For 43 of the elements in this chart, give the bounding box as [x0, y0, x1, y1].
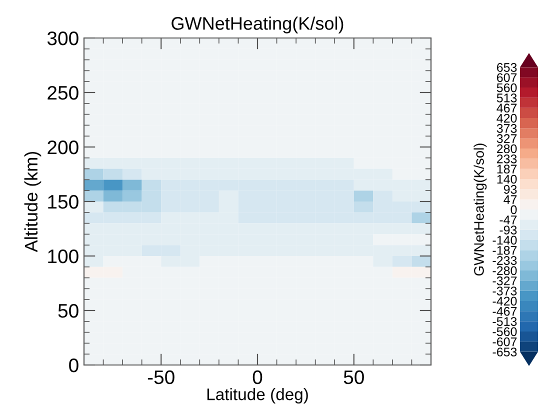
- y-tick-label: 150: [48, 194, 78, 209]
- color-bar-label: 327: [496, 134, 517, 144]
- color-bar-label: -513: [492, 317, 517, 326]
- color-bar-label: -233: [492, 256, 517, 265]
- color-bar-label: -93: [500, 226, 517, 234]
- y-tick-label: 250: [48, 86, 78, 100]
- color-bar-label: 420: [496, 114, 517, 123]
- color-bar-title: GWNetHeating(K/sol): [474, 144, 487, 276]
- y-tick-label: 0: [69, 358, 78, 372]
- color-bar-label: 0: [510, 205, 517, 214]
- chart-title: GWNetHeating(K/sol): [172, 16, 344, 34]
- color-bar-label: 140: [497, 174, 517, 184]
- color-bar-label: -607: [492, 337, 517, 346]
- color-bar-label: -560: [492, 327, 517, 336]
- x-axis-title: Latitude (deg): [207, 388, 308, 404]
- color-bar-label: 560: [496, 83, 517, 92]
- x-tick-label: -50: [148, 370, 174, 384]
- color-bar-label: 653: [497, 63, 517, 72]
- color-bar-label: -373: [492, 286, 517, 296]
- color-bar-label: 47: [504, 195, 517, 204]
- color-bar-label: -327: [492, 276, 517, 286]
- y-tick-label: 50: [58, 304, 78, 318]
- x-tick-label: 0: [252, 370, 262, 384]
- color-bar-label: -47: [500, 216, 517, 224]
- color-bar-label: 607: [497, 73, 517, 82]
- color-bar-label: -653: [492, 348, 517, 356]
- color-bar-label: 280: [497, 144, 517, 154]
- color-bar-label: -467: [492, 306, 517, 316]
- y-axis-title: Altitude (km): [24, 152, 42, 252]
- color-bar-label: -420: [492, 296, 517, 306]
- color-bar-label: -140: [492, 236, 517, 245]
- y-tick-label: 100: [48, 249, 78, 264]
- color-bar-label: 513: [496, 94, 517, 102]
- color-bar-label: 373: [496, 124, 517, 133]
- color-bar-label: -187: [492, 246, 517, 255]
- y-tick-label: 200: [48, 140, 78, 154]
- color-bar-label: 93: [504, 184, 517, 194]
- color-bar-label: -280: [492, 266, 517, 276]
- y-tick-label: 300: [47, 31, 78, 46]
- color-bar-label: 187: [497, 164, 517, 174]
- color-bar-label: 233: [497, 154, 517, 164]
- color-bar-label: 467: [496, 104, 517, 113]
- x-tick-label: 50: [344, 370, 364, 384]
